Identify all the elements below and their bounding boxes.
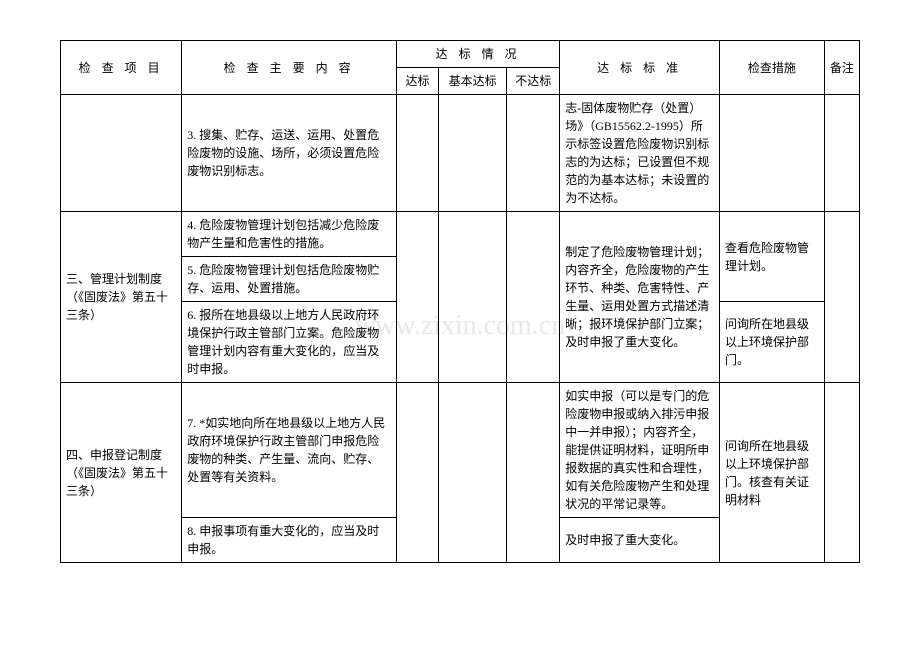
cell-standard: 制定了危险废物管理计划；内容齐全，危险废物的产生环节、种类、危害特性、产生量、运… — [560, 212, 720, 383]
cell-content: 6. 报所在地县级以上地方人民政府环境保护行政主管部门立案。危险废物管理计划内容… — [182, 302, 397, 383]
cell-standard: 志-固体废物贮存（处置）场》（GB15562.2-1995）所示标签设置危险废物… — [560, 95, 720, 212]
cell-measure: 查看危险废物管理计划。 — [719, 212, 824, 302]
header-content: 检 查 主 要 内 容 — [182, 41, 397, 95]
header-budabiao: 不达标 — [507, 68, 560, 95]
header-item: 检 查 项 目 — [61, 41, 182, 95]
cell-measure: 问询所在地县级以上环境保护部门。核查有关证明材料 — [719, 383, 824, 563]
header-measure: 检查措施 — [719, 41, 824, 95]
cell-item: 三、管理计划制度（《固废法》第五十三条） — [61, 212, 182, 383]
inspection-table: 检 查 项 目 检 查 主 要 内 容 达 标 情 况 达 标 标 准 检查措施… — [60, 40, 860, 563]
cell-content: 8. 申报事项有重大变化的，应当及时申报。 — [182, 518, 397, 563]
cell-note — [824, 212, 859, 383]
cell-dabiao — [397, 383, 439, 563]
table-row: 3. 搜集、贮存、运送、运用、处置危险废物的设施、场所，必须设置危险废物识别标志… — [61, 95, 860, 212]
cell-note — [824, 383, 859, 563]
header-status-group: 达 标 情 况 — [397, 41, 560, 68]
cell-budabiao — [507, 95, 560, 212]
table-row: 四、申报登记制度（《固废法》第五十三条） 7. *如实地向所在地县级以上地方人民… — [61, 383, 860, 518]
cell-measure — [719, 95, 824, 212]
cell-content: 3. 搜集、贮存、运送、运用、处置危险废物的设施、场所，必须设置危险废物识别标志… — [182, 95, 397, 212]
table-row: 三、管理计划制度（《固废法》第五十三条） 4. 危险废物管理计划包括减少危险废物… — [61, 212, 860, 257]
header-dabiao: 达标 — [397, 68, 439, 95]
cell-measure: 问询所在地县级以上环境保护部门。 — [719, 302, 824, 383]
table-body: 3. 搜集、贮存、运送、运用、处置危险废物的设施、场所，必须设置危险废物识别标志… — [61, 95, 860, 563]
cell-content: 4. 危险废物管理计划包括减少危险废物产生量和危害性的措施。 — [182, 212, 397, 257]
cell-dabiao — [397, 212, 439, 383]
table-header: 检 查 项 目 检 查 主 要 内 容 达 标 情 况 达 标 标 准 检查措施… — [61, 41, 860, 95]
cell-standard: 及时申报了重大变化。 — [560, 518, 720, 563]
cell-jiben — [438, 95, 506, 212]
cell-item — [61, 95, 182, 212]
cell-jiben — [438, 212, 506, 383]
cell-budabiao — [507, 383, 560, 563]
cell-content: 7. *如实地向所在地县级以上地方人民政府环境保护行政主管部门申报危险废物的种类… — [182, 383, 397, 518]
cell-item: 四、申报登记制度（《固废法》第五十三条） — [61, 383, 182, 563]
header-note: 备注 — [824, 41, 859, 95]
cell-dabiao — [397, 95, 439, 212]
header-jiben: 基本达标 — [438, 68, 506, 95]
cell-standard: 如实申报（可以是专门的危险废物申报或纳入排污申报中一并申报）；内容齐全，能提供证… — [560, 383, 720, 518]
cell-jiben — [438, 383, 506, 563]
header-standard: 达 标 标 准 — [560, 41, 720, 95]
cell-budabiao — [507, 212, 560, 383]
cell-note — [824, 95, 859, 212]
cell-content: 5. 危险废物管理计划包括危险废物贮存、运用、处置措施。 — [182, 257, 397, 302]
